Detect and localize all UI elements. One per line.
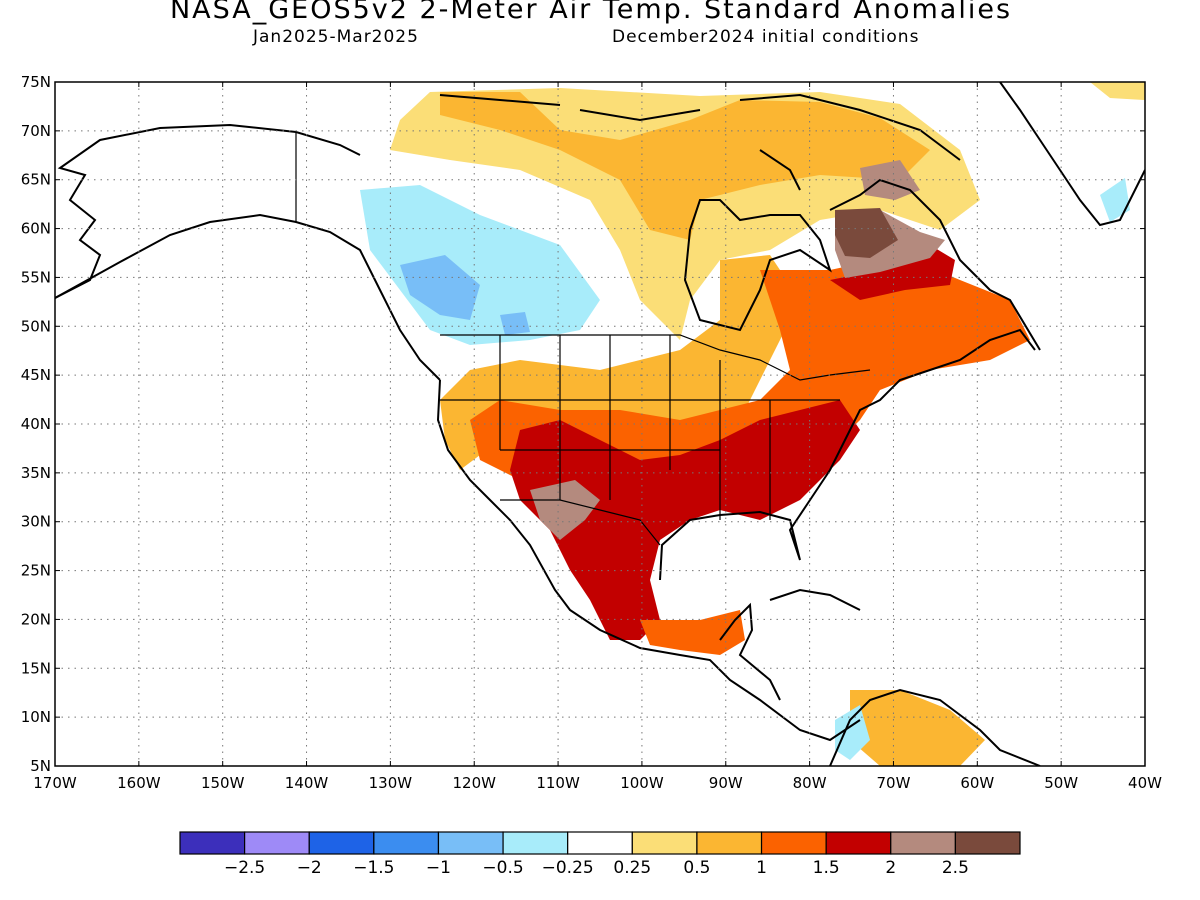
coastline-arctic-islands — [439, 93, 961, 191]
colorbar-swatch — [825, 831, 892, 855]
colorbar-label: −1.5 — [353, 858, 394, 878]
coastline-labrador — [829, 178, 1041, 351]
lon-tick-label: 60W — [960, 774, 994, 792]
lon-tick-label: 120W — [452, 774, 496, 792]
colorbar-swatch — [502, 831, 569, 855]
lon-tick-label: 80W — [793, 774, 827, 792]
coastline-south-america — [829, 688, 1041, 766]
lon-tick-label: 140W — [285, 774, 329, 792]
colorbar-label: 2 — [885, 858, 896, 878]
anomaly-west-cool — [360, 185, 600, 345]
colorbar — [179, 831, 1021, 855]
colorbar-swatch — [179, 831, 246, 855]
anomaly-bc-cold — [400, 255, 480, 320]
colorbar-label: −2.5 — [224, 858, 265, 878]
lon-tick-label: 150W — [201, 774, 245, 792]
colorbar-label: −0.5 — [482, 858, 523, 878]
anomaly-south-hot — [510, 400, 860, 640]
colorbar-swatch — [696, 831, 763, 855]
lon-labels: 170W 160W 150W 140W 130W 120W 110W 100W 90W 80W 70… — [33, 774, 1162, 792]
lat-tick-label: 55N — [21, 268, 51, 286]
initial-conditions: December2024 initial conditions — [612, 27, 920, 47]
anomaly-ca-orange — [640, 610, 745, 655]
coastline-cuba — [769, 588, 861, 611]
lat-tick-label: 10N — [21, 708, 51, 726]
lat-tick-label: 45N — [21, 366, 51, 384]
lon-tick-label: 110W — [536, 774, 580, 792]
colorbar-swatch — [954, 831, 1021, 855]
colorbar-label: 2.5 — [942, 858, 969, 878]
anomaly-labrador-peak — [835, 208, 898, 258]
forecast-period: Jan2025-Mar2025 — [253, 27, 419, 47]
lat-tick-label: 20N — [21, 610, 51, 628]
colorbar-swatch — [890, 831, 956, 855]
lat-tick-label: 25N — [21, 562, 51, 580]
lon-tick-label: 90W — [709, 774, 743, 792]
lat-tick-label: 15N — [21, 659, 51, 677]
lat-tick-label: 75N — [21, 73, 51, 91]
anomaly-field — [55, 82, 1145, 766]
map-frame — [54, 81, 1146, 767]
anomaly-baffin-extreme — [860, 160, 920, 200]
colorbar-label: −0.25 — [542, 858, 594, 878]
colorbar-label: 0.25 — [613, 858, 651, 878]
lat-tick-label: 40N — [21, 415, 51, 433]
colorbar-swatch — [631, 831, 698, 855]
coastline-alaska — [55, 123, 361, 299]
anomaly-arctic-orange — [440, 92, 930, 240]
lat-tick-label: 65N — [21, 171, 51, 189]
lon-tick-label: 100W — [620, 774, 664, 792]
colorbar-label: −2 — [297, 858, 322, 878]
colorbar-label: 0.5 — [683, 858, 710, 878]
lon-tick-label: 40W — [1128, 774, 1162, 792]
lon-tick-label: 130W — [369, 774, 413, 792]
coastline-greenland — [999, 82, 1145, 227]
lon-tick-label: 160W — [117, 774, 161, 792]
lon-tick-label: 170W — [33, 774, 77, 792]
lon-tick-label: 50W — [1044, 774, 1078, 792]
colorbar-swatch — [567, 831, 633, 855]
colorbar-label: −1 — [426, 858, 451, 878]
colorbar-swatch — [244, 831, 310, 855]
border-us-mexico — [500, 499, 661, 546]
lon-tick-label: 70W — [877, 774, 911, 792]
lat-tick-label: 30N — [21, 513, 51, 531]
lat-tick-label: 5N — [30, 757, 51, 775]
anomaly-sa-warm — [850, 690, 985, 766]
coastline-yucatan — [719, 602, 781, 701]
anomaly-sa-cool — [835, 705, 870, 760]
coastline-west-us — [436, 379, 861, 742]
anomaly-greenland-warm — [1090, 82, 1145, 100]
colorbar-swatch — [437, 831, 504, 855]
anomaly-greenland-cool — [1100, 178, 1130, 222]
colorbar-swatch — [373, 831, 440, 855]
coastline-hudson-bay — [683, 199, 832, 332]
lat-tick-label: 50N — [21, 317, 51, 335]
lat-tick-label: 60N — [21, 220, 51, 238]
anomaly-sw-extreme — [530, 480, 600, 540]
colorbar-swatch — [760, 831, 827, 855]
anomaly-bc-cold-2 — [500, 312, 530, 335]
colorbar-swatch — [308, 831, 375, 855]
map-title: NASA_GEOS5v2 2-Meter Air Temp. Standard … — [169, 0, 1013, 25]
lat-tick-label: 35N — [21, 464, 51, 482]
lat-labels: 5N 10N 15N 20N 25N 30N 35N 40N 45N 50N 55N 60N 65N 70… — [21, 73, 51, 775]
colorbar-label: 1.5 — [813, 858, 840, 878]
coastline-alaska-south — [55, 213, 441, 381]
colorbar-label: 1 — [756, 858, 767, 878]
colorbar-labels: −2.5 −2 −1.5 −1 −0.5 −0.25 0.25 0.5 1 1.5 2 2.5 — [224, 858, 969, 878]
border-states-1 — [440, 335, 840, 520]
lat-tick-label: 70N — [21, 122, 51, 140]
coastlines — [55, 82, 1145, 766]
